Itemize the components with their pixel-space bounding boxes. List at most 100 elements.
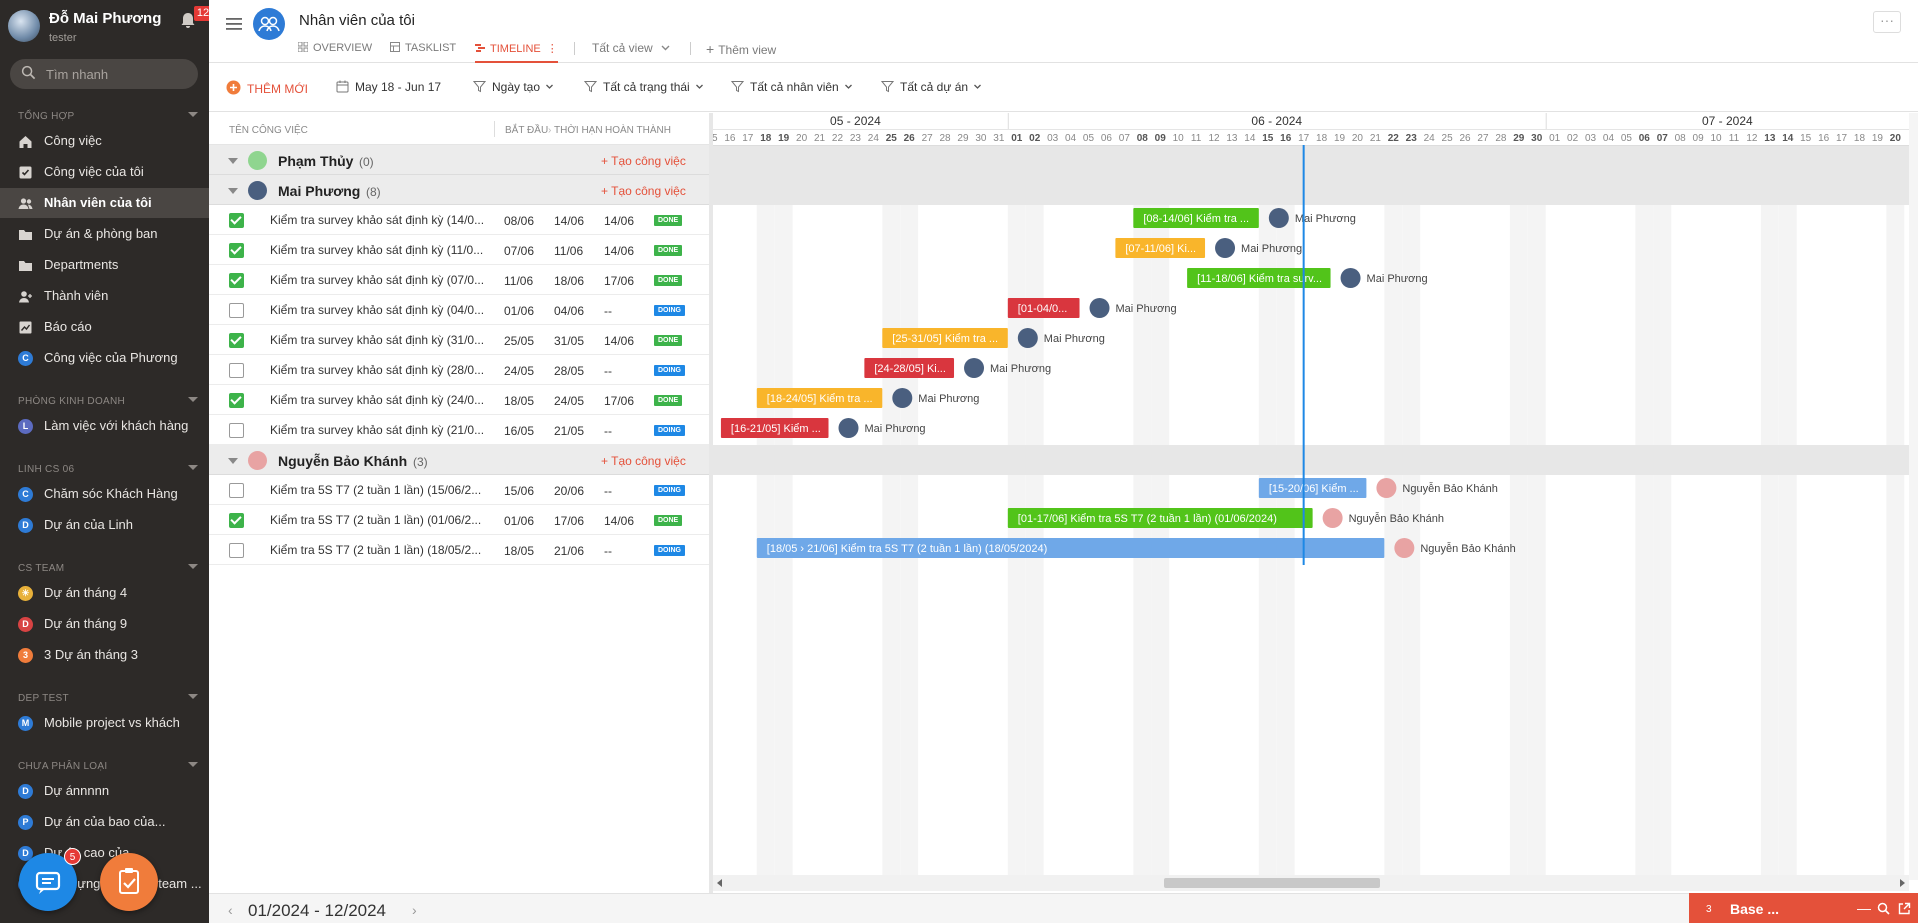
chat-button[interactable]: 5 bbox=[19, 848, 81, 911]
task-name[interactable]: Kiểm tra 5S T7 (2 tuần 1 lần) (01/06/2..… bbox=[270, 513, 482, 527]
group-header[interactable]: Mai Phương (8) + Tạo công việc bbox=[209, 175, 709, 205]
sidebar-item[interactable]: Công việc của tôi bbox=[0, 157, 209, 187]
task-name[interactable]: Kiểm tra survey khảo sát định kỳ (31/0..… bbox=[270, 333, 485, 347]
column-header-done[interactable]: HOÀN THÀNH bbox=[605, 125, 671, 136]
tab-tasklist[interactable]: TASKLIST bbox=[390, 42, 456, 63]
group-header[interactable]: Phạm Thủy (0) + Tạo công việc bbox=[209, 145, 709, 175]
sidebar-item[interactable]: Báo cáo bbox=[0, 312, 209, 342]
task-bar[interactable] bbox=[1133, 208, 1259, 228]
sidebar-item[interactable]: Nhân viên của tôi bbox=[0, 188, 209, 218]
task-checkbox[interactable] bbox=[229, 243, 244, 258]
filter-staff[interactable]: Tất cả nhân viên bbox=[731, 80, 852, 94]
menu-icon[interactable] bbox=[226, 17, 242, 31]
task-bar[interactable] bbox=[1187, 268, 1331, 288]
task-checkbox[interactable] bbox=[229, 303, 244, 318]
task-bar[interactable] bbox=[1115, 238, 1206, 258]
table-row[interactable]: Kiểm tra survey khảo sát định kỳ (31/0..… bbox=[209, 325, 709, 355]
scroll-right-arrow[interactable] bbox=[1900, 879, 1905, 887]
sidebar-item[interactable]: D Dự án tháng 9 bbox=[0, 609, 209, 639]
caret-down-icon[interactable] bbox=[188, 465, 198, 470]
create-task-button[interactable]: + Tạo công việc bbox=[601, 154, 686, 168]
task-checkbox[interactable] bbox=[229, 423, 244, 438]
minimize-icon[interactable]: — bbox=[1857, 900, 1871, 916]
table-row[interactable]: Kiểm tra survey khảo sát định kỳ (14/0..… bbox=[209, 205, 709, 235]
task-name[interactable]: Kiểm tra survey khảo sát định kỳ (14/0..… bbox=[270, 213, 485, 227]
user-profile[interactable]: Đỗ Mai Phương tester 12 bbox=[8, 6, 209, 46]
more-horizontal-icon[interactable]: ··· bbox=[1873, 11, 1901, 33]
task-checkbox[interactable] bbox=[229, 213, 244, 228]
sidebar-item[interactable]: M Mobile project vs khách bbox=[0, 708, 209, 738]
task-name[interactable]: Kiểm tra 5S T7 (2 tuần 1 lần) (15/06/2..… bbox=[270, 483, 482, 497]
caret-down-icon[interactable] bbox=[188, 397, 198, 402]
table-row[interactable]: Kiểm tra survey khảo sát định kỳ (21/0..… bbox=[209, 415, 709, 445]
quick-task-button[interactable] bbox=[100, 853, 158, 911]
caret-down-icon[interactable] bbox=[228, 188, 238, 194]
bell-icon[interactable] bbox=[180, 12, 196, 30]
task-bar[interactable] bbox=[756, 388, 883, 408]
filter-project[interactable]: Tất cả dự án bbox=[881, 80, 982, 94]
base-panel[interactable]: 3 Base ... — bbox=[1689, 893, 1918, 923]
grid-splitter[interactable] bbox=[709, 113, 713, 893]
add-new-button[interactable]: THÊM MỚI bbox=[226, 80, 308, 96]
add-view-button[interactable]: + Thêm view bbox=[706, 41, 776, 62]
task-checkbox[interactable] bbox=[229, 333, 244, 348]
table-row[interactable]: Kiểm tra survey khảo sát định kỳ (24/0..… bbox=[209, 385, 709, 415]
table-row[interactable]: Kiểm tra survey khảo sát định kỳ (28/0..… bbox=[209, 355, 709, 385]
prev-range-button[interactable]: ‹ bbox=[228, 902, 233, 918]
sidebar-section-header[interactable]: Tổng hợp bbox=[18, 111, 198, 122]
next-range-button[interactable]: › bbox=[412, 902, 417, 918]
scroll-left-arrow[interactable] bbox=[717, 879, 722, 887]
task-name[interactable]: Kiểm tra survey khảo sát định kỳ (24/0..… bbox=[270, 393, 485, 407]
tab-timeline[interactable]: TIMELINE ⋮ bbox=[475, 42, 558, 63]
sidebar-item[interactable]: D Dự án của Linh bbox=[0, 510, 209, 540]
view-select[interactable]: Tất cả view bbox=[592, 41, 670, 62]
task-checkbox[interactable] bbox=[229, 483, 244, 498]
task-bar[interactable] bbox=[756, 538, 1385, 558]
task-checkbox[interactable] bbox=[229, 273, 244, 288]
task-bar[interactable] bbox=[882, 328, 1008, 348]
task-name[interactable]: Kiểm tra survey khảo sát định kỳ (11/0..… bbox=[270, 243, 484, 257]
caret-down-icon[interactable] bbox=[188, 564, 198, 569]
task-bar[interactable] bbox=[1007, 508, 1313, 528]
task-checkbox[interactable] bbox=[229, 543, 244, 558]
sidebar-item[interactable]: C Công việc của Phương bbox=[0, 343, 209, 373]
create-task-button[interactable]: + Tạo công việc bbox=[601, 454, 686, 468]
sidebar-item[interactable]: Thành viên bbox=[0, 281, 209, 311]
filter-created-date[interactable]: Ngày tạo bbox=[473, 80, 553, 94]
task-bar[interactable] bbox=[1007, 298, 1080, 318]
tab-overview[interactable]: OVERVIEW bbox=[298, 42, 372, 63]
task-bar[interactable] bbox=[864, 358, 955, 378]
external-link-icon[interactable] bbox=[1898, 902, 1911, 915]
sidebar-section-header[interactable]: Linh CS 06 bbox=[18, 464, 198, 475]
filter-status[interactable]: Tất cả trạng thái bbox=[584, 80, 703, 94]
task-name[interactable]: Kiểm tra survey khảo sát định kỳ (04/0..… bbox=[270, 303, 485, 317]
task-name[interactable]: Kiểm tra survey khảo sát định kỳ (28/0..… bbox=[270, 363, 485, 377]
caret-down-icon[interactable] bbox=[228, 158, 238, 164]
task-checkbox[interactable] bbox=[229, 393, 244, 408]
sidebar-section-header[interactable]: Chưa phân loại bbox=[18, 761, 198, 772]
table-row[interactable]: Kiểm tra 5S T7 (2 tuần 1 lần) (01/06/2..… bbox=[209, 505, 709, 535]
table-row[interactable]: Kiểm tra 5S T7 (2 tuần 1 lần) (18/05/2..… bbox=[209, 535, 709, 565]
task-checkbox[interactable] bbox=[229, 513, 244, 528]
task-name[interactable]: Kiểm tra survey khảo sát định kỳ (07/0..… bbox=[270, 273, 485, 287]
table-row[interactable]: Kiểm tra survey khảo sát định kỳ (11/0..… bbox=[209, 235, 709, 265]
search-input[interactable] bbox=[46, 65, 186, 83]
task-name[interactable]: Kiểm tra 5S T7 (2 tuần 1 lần) (18/05/2..… bbox=[270, 543, 482, 557]
task-bar[interactable] bbox=[720, 418, 829, 438]
sidebar-item[interactable]: L Làm việc với khách hàng bbox=[0, 411, 209, 441]
caret-down-icon[interactable] bbox=[188, 762, 198, 767]
date-range-picker[interactable]: May 18 - Jun 17 bbox=[336, 80, 441, 94]
more-vertical-icon[interactable]: ⋮ bbox=[546, 43, 558, 55]
scroll-thumb[interactable] bbox=[1164, 878, 1380, 888]
table-row[interactable]: Kiểm tra survey khảo sát định kỳ (04/0..… bbox=[209, 295, 709, 325]
create-task-button[interactable]: + Tạo công việc bbox=[601, 184, 686, 198]
column-header-start[interactable]: BẮT ĐẦU bbox=[505, 125, 549, 136]
sidebar-item[interactable]: ☀ Dự án tháng 4 bbox=[0, 578, 209, 608]
avatar[interactable] bbox=[8, 10, 40, 42]
sidebar-item[interactable]: P Dự án của bao của... bbox=[0, 807, 209, 837]
sidebar-item[interactable]: 3 3 Dự án tháng 3 bbox=[0, 640, 209, 670]
sidebar-item[interactable]: Departments bbox=[0, 250, 209, 280]
caret-down-icon[interactable] bbox=[228, 458, 238, 464]
sidebar-item[interactable]: D Dự ánnnnn bbox=[0, 776, 209, 806]
sidebar-section-header[interactable]: Phòng kinh doanh bbox=[18, 396, 198, 407]
